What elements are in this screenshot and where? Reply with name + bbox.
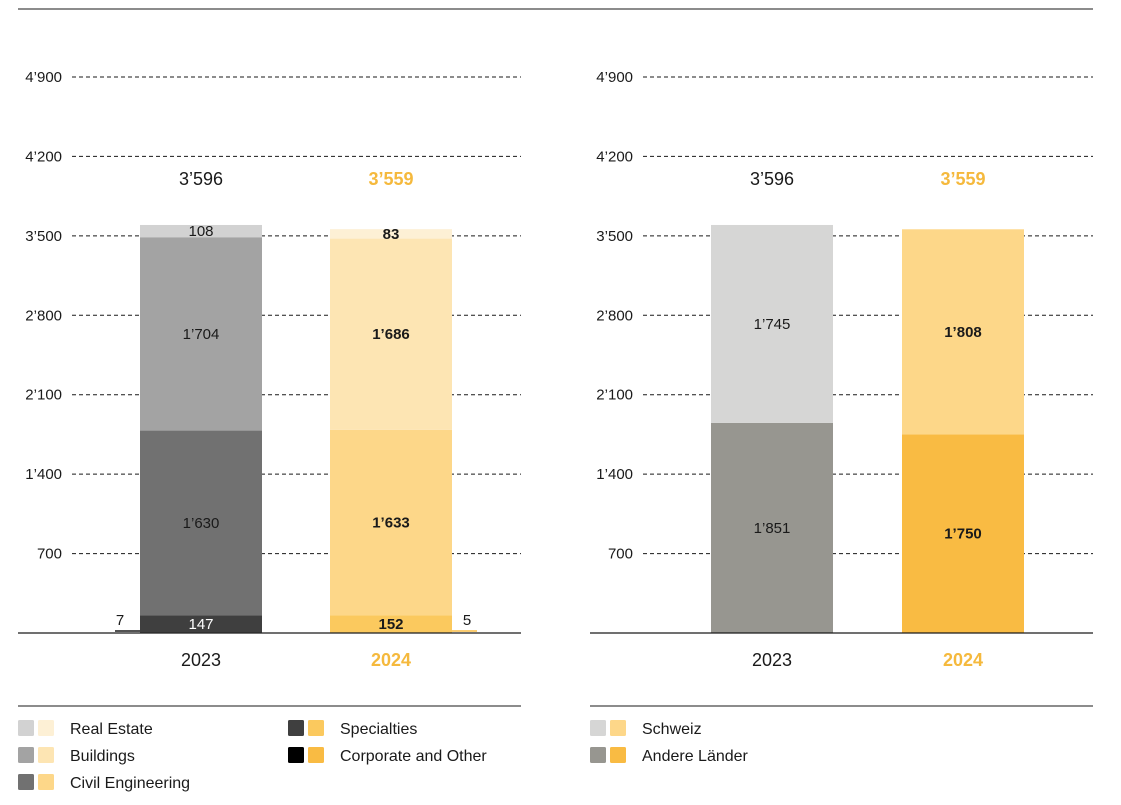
data-label: 7 bbox=[116, 612, 124, 629]
legend-label: Andere Länder bbox=[642, 748, 749, 765]
legend-label: Real Estate bbox=[70, 721, 153, 738]
legend-item: Schweiz bbox=[590, 720, 702, 738]
legend-item: Corporate and Other bbox=[288, 747, 487, 765]
data-label: 152 bbox=[378, 616, 403, 633]
bar-segment-specialties bbox=[140, 615, 262, 633]
legend-swatch-2024 bbox=[308, 720, 324, 736]
legend-swatch-2023 bbox=[18, 747, 34, 763]
y-tick-label: 3’500 bbox=[25, 228, 62, 245]
y-tick-label: 4’900 bbox=[25, 69, 62, 86]
legend-swatch-2024 bbox=[308, 747, 324, 763]
bar-segment-buildings bbox=[330, 238, 452, 430]
bar-segment-schweiz bbox=[711, 224, 833, 423]
data-label: 83 bbox=[383, 226, 400, 243]
legend-label: Civil Engineering bbox=[70, 775, 190, 792]
legend-swatch-2023 bbox=[590, 747, 606, 763]
y-tick-label: 700 bbox=[608, 546, 633, 563]
x-tick-label: 2023 bbox=[181, 650, 221, 670]
x-tick-label: 2024 bbox=[371, 650, 411, 670]
x-tick-label: 2023 bbox=[752, 650, 792, 670]
y-tick-label: 4’200 bbox=[25, 148, 62, 165]
data-label: 1’745 bbox=[754, 316, 791, 333]
total-label: 3’559 bbox=[368, 169, 413, 189]
chart-regions: 700 1’400 2’100 2’800 3’500 4’200 4’900 1’851 1’… bbox=[590, 69, 1093, 765]
legend-swatch-2024 bbox=[38, 747, 54, 763]
legend-label: Buildings bbox=[70, 748, 135, 765]
legend-item: Specialties bbox=[288, 720, 417, 738]
y-tick-label: 4’200 bbox=[596, 148, 633, 165]
y-tick-label: 2’100 bbox=[596, 387, 633, 404]
total-label: 3’559 bbox=[940, 169, 985, 189]
data-label: 1’686 bbox=[372, 326, 410, 343]
data-label: 147 bbox=[188, 616, 213, 633]
bar-segment-civil-engineering bbox=[140, 430, 262, 616]
legend-swatch-2023 bbox=[590, 720, 606, 736]
legend-swatch-2024 bbox=[38, 774, 54, 790]
y-tick-label: 2’100 bbox=[25, 387, 62, 404]
y-tick-label: 3’500 bbox=[596, 228, 633, 245]
y-tick-label: 2’800 bbox=[596, 307, 633, 324]
legend-swatch-2024 bbox=[38, 720, 54, 736]
data-label: 1’808 bbox=[944, 324, 982, 341]
legend-label: Schweiz bbox=[642, 721, 702, 738]
total-label: 3’596 bbox=[750, 169, 794, 189]
legend-label: Specialties bbox=[340, 721, 417, 738]
bar-segment-real-estate bbox=[330, 229, 452, 239]
y-tick-label: 4’900 bbox=[596, 69, 633, 86]
data-label: 5 bbox=[463, 612, 471, 629]
total-label: 3’596 bbox=[179, 169, 223, 189]
bar-segment-real-estate bbox=[140, 224, 262, 238]
legend-item: Civil Engineering bbox=[18, 774, 190, 792]
x-tick-label: 2024 bbox=[943, 650, 983, 670]
legend-swatch-2024 bbox=[610, 720, 626, 736]
data-label: 1’630 bbox=[183, 515, 220, 532]
legend-swatch-2023 bbox=[18, 720, 34, 736]
data-label: 1’704 bbox=[183, 326, 220, 343]
bar-segment-andere-l-nder bbox=[902, 434, 1024, 633]
data-label: 1’750 bbox=[944, 526, 982, 543]
legend-swatch-2023 bbox=[288, 720, 304, 736]
legend-item: Andere Länder bbox=[590, 747, 749, 765]
legend-swatch-2023 bbox=[18, 774, 34, 790]
y-tick-label: 700 bbox=[37, 546, 62, 563]
chart-segments: 700 1’400 2’100 2’800 3’500 4’200 4’900 7 147 1’6… bbox=[18, 69, 521, 792]
bar-segment-civil-engineering bbox=[330, 429, 452, 616]
legend-label: Corporate and Other bbox=[340, 748, 487, 765]
bar-segment-andere-l-nder bbox=[711, 422, 833, 633]
legend-item: Real Estate bbox=[18, 720, 153, 738]
legend-swatch-2024 bbox=[610, 747, 626, 763]
bar-segment-schweiz bbox=[902, 229, 1024, 435]
y-tick-label: 1’400 bbox=[25, 466, 62, 483]
bar-segment-buildings bbox=[140, 237, 262, 431]
legend-swatch-2023 bbox=[288, 747, 304, 763]
data-label: 1’851 bbox=[754, 520, 791, 537]
bar-segment-specialties bbox=[330, 615, 452, 633]
data-label: 1’633 bbox=[372, 515, 410, 532]
y-tick-label: 1’400 bbox=[596, 466, 633, 483]
y-tick-label: 2’800 bbox=[25, 307, 62, 324]
legend-item: Buildings bbox=[18, 747, 135, 765]
data-label: 108 bbox=[188, 223, 213, 240]
